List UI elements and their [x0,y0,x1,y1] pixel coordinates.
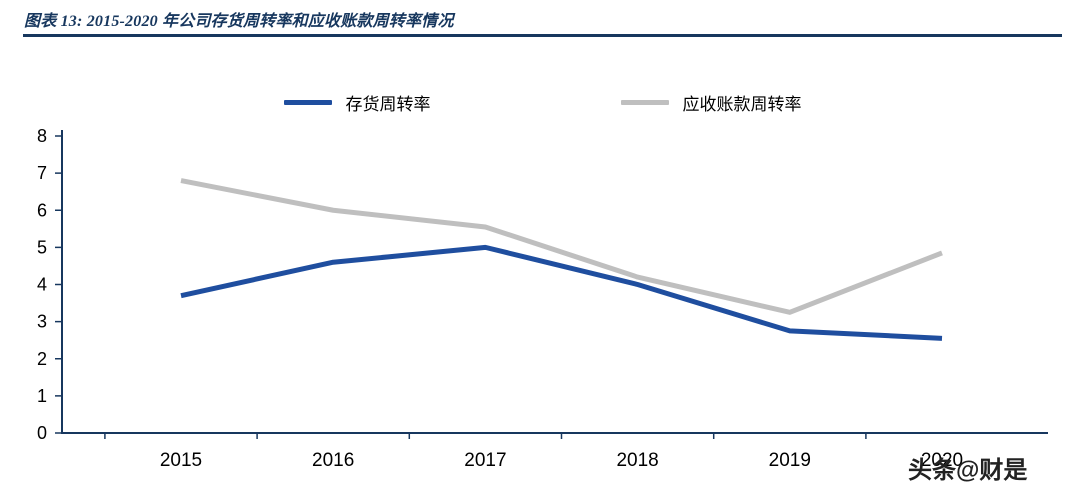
y-axis-tick-label: 6 [37,200,47,220]
y-axis-tick-label: 5 [37,237,47,257]
y-axis-tick-label: 0 [37,423,47,443]
legend-swatch-receivables [620,100,669,105]
chart-legend: 存货周转率 应收账款周转率 [0,90,1085,115]
line-chart-canvas: 0 1 2 3 4 5 6 7 8 2015 2016 2017 2018 2019 2020 [37,126,1048,471]
watermark: 头条@财是 [908,457,1028,484]
y-axis-tick-label: 1 [37,386,47,406]
y-axis-tick-label: 3 [37,312,47,332]
legend-swatch-inventory [283,100,332,105]
x-axis-tick-label: 2017 [464,450,506,471]
x-axis-tick-label: 2015 [160,450,202,471]
y-axis-tick-label: 8 [37,126,47,146]
y-axis-tick-label: 2 [37,349,47,369]
legend-item-receivables-turnover: 应收账款周转率 [620,90,802,115]
legend-item-inventory-turnover: 存货周转率 [283,90,431,115]
y-axis-tick-label: 7 [37,163,47,183]
x-axis-tick-label: 2019 [769,450,811,471]
series-line-应收账款周转率 [180,178,943,315]
y-axis-tick-label: 4 [37,275,47,295]
x-axis-tick-label: 2016 [312,450,354,471]
legend-label-inventory: 存货周转率 [345,95,431,114]
figure-title: 图表 13: 2015-2020 年公司存货周转率和应收账款周转率情况 [24,13,454,30]
title-divider [23,34,1062,37]
legend-label-receivables: 应收账款周转率 [682,95,802,114]
x-axis-tick-label: 2020 [921,450,963,471]
series-line-存货周转率 [180,244,943,341]
x-axis-tick-label: 2018 [616,450,658,471]
